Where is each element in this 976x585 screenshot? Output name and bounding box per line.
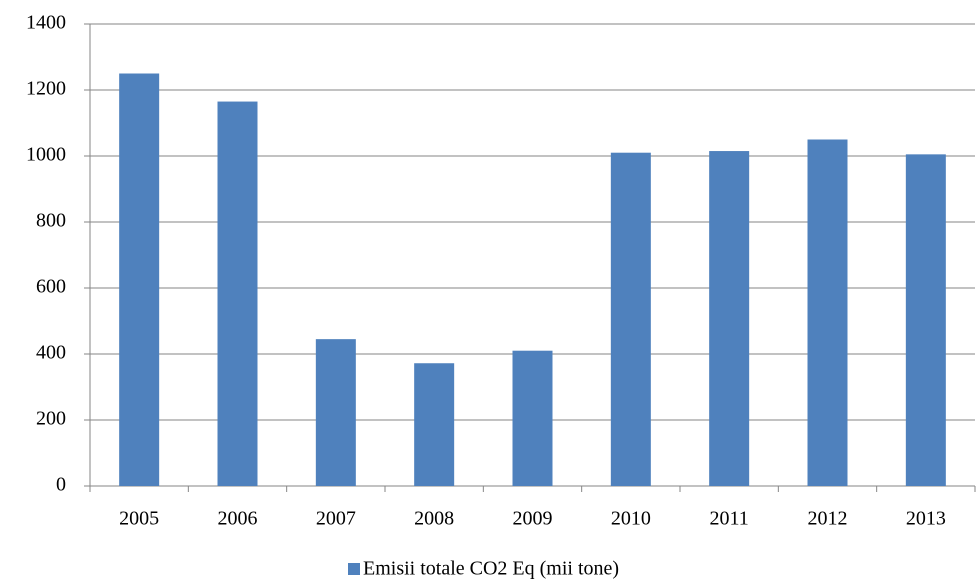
y-tick-label: 600: [36, 276, 66, 298]
x-tick-label: 2012: [808, 508, 848, 530]
x-tick-label: 2006: [218, 508, 258, 530]
x-tick-label: 2009: [513, 508, 553, 530]
bar: [119, 73, 160, 486]
bar: [512, 350, 553, 486]
y-tick-label: 800: [36, 210, 66, 232]
y-tick-label: 400: [36, 342, 66, 364]
bar: [315, 339, 356, 486]
y-tick-label: 0: [56, 474, 66, 496]
bar: [905, 154, 946, 486]
bar: [807, 139, 848, 486]
y-tick-label: 1000: [26, 144, 66, 166]
legend-swatch: [348, 563, 360, 575]
x-tick-label: 2007: [316, 508, 356, 530]
y-tick-label: 200: [36, 408, 66, 430]
x-tick-label: 2005: [119, 508, 159, 530]
bar: [414, 363, 455, 486]
x-tick-label: 2011: [710, 508, 749, 530]
legend-label: Emisii totale CO2 Eq (mii tone): [363, 558, 619, 580]
bar: [709, 151, 750, 487]
y-tick-label: 1400: [26, 12, 66, 34]
bar: [610, 152, 651, 486]
x-tick-label: 2008: [414, 508, 454, 530]
bar: [217, 101, 258, 487]
x-tick-label: 2013: [906, 508, 946, 530]
x-tick-label: 2010: [611, 508, 651, 530]
y-tick-label: 1200: [26, 78, 66, 100]
